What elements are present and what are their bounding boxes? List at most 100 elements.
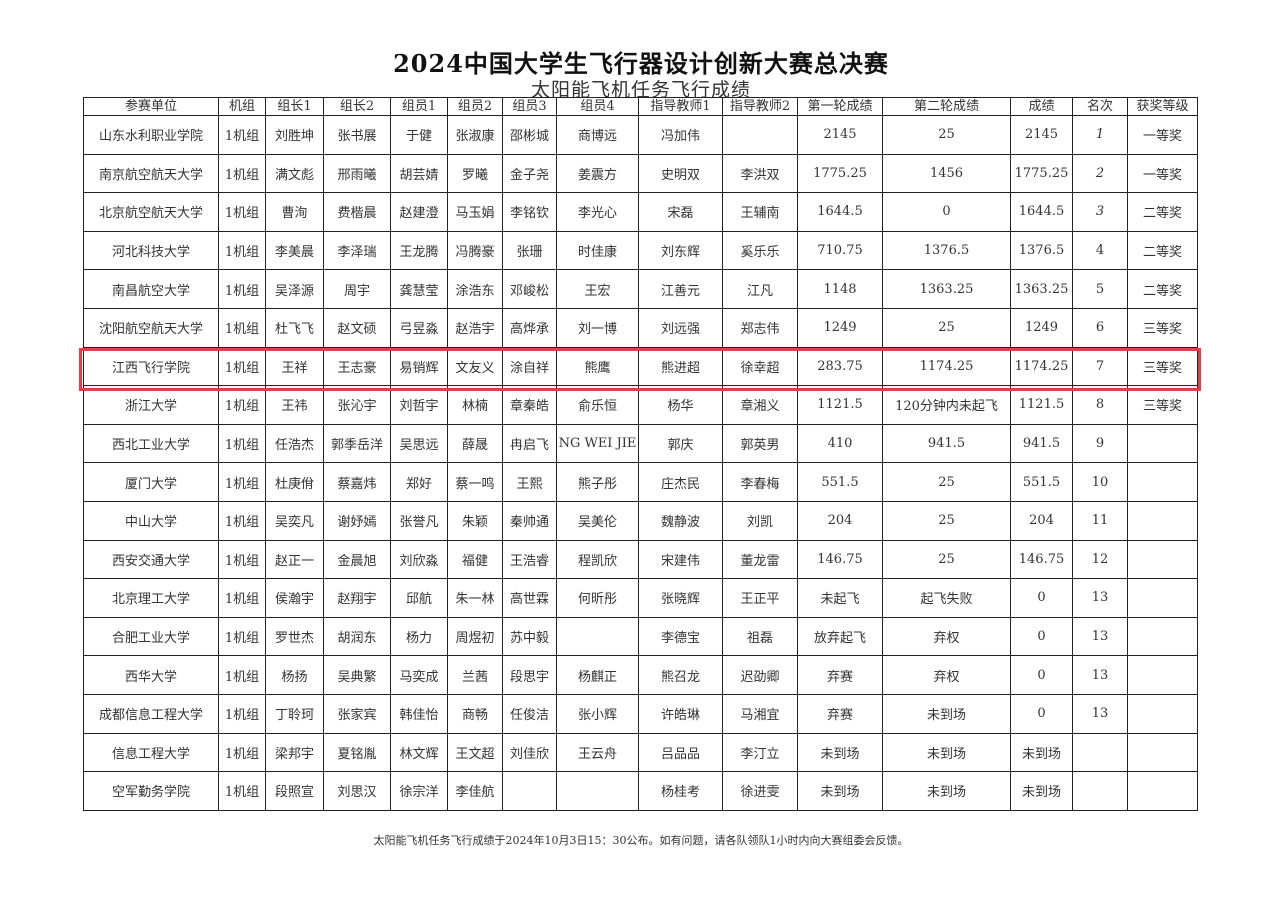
cell-advisor-1: 熊召龙 bbox=[638, 655, 723, 695]
cell-advisor-1: 刘东辉 bbox=[638, 230, 723, 271]
cell-member-3: 秦帅通 bbox=[502, 500, 557, 541]
cell-advisor-2: 刘凯 bbox=[722, 500, 798, 541]
cell-member-4: 俞乐恒 bbox=[556, 385, 639, 425]
cell-member-4: 姜震方 bbox=[556, 153, 639, 194]
cell-team: 沈阳航空航天大学 bbox=[83, 307, 219, 348]
cell-rank: 13 bbox=[1072, 578, 1128, 618]
cell-member-4: 熊鹰 bbox=[556, 346, 639, 387]
cell-rank: 6 bbox=[1072, 307, 1128, 348]
cell-leader-1: 杨扬 bbox=[265, 655, 324, 695]
cell-round-2-score: 25 bbox=[882, 462, 1011, 502]
cell-member-4: 程凯欣 bbox=[556, 539, 639, 580]
column-header-member-1: 组员1 bbox=[390, 97, 448, 116]
cell-award bbox=[1127, 462, 1198, 502]
cell-leader-2: 夏铭胤 bbox=[323, 732, 391, 773]
cell-member-1: 韩佳怡 bbox=[390, 693, 448, 734]
cell-member-4: 王云舟 bbox=[556, 732, 639, 773]
cell-advisor-1: 庄杰民 bbox=[638, 462, 723, 502]
cell-round-1-score: 710.75 bbox=[797, 230, 883, 271]
cell-rank: 9 bbox=[1072, 423, 1128, 464]
cell-round-1-score: 1775.25 bbox=[797, 153, 883, 194]
cell-crew: 1机组 bbox=[218, 346, 266, 387]
cell-crew: 1机组 bbox=[218, 732, 266, 773]
cell-team: 江西飞行学院 bbox=[83, 346, 219, 387]
cell-crew: 1机组 bbox=[218, 230, 266, 271]
column-header-leader-1: 组长1 bbox=[265, 97, 324, 116]
table-row: 山东水利职业学院 1机组 刘胜坤 张书展 于健 张淑康 邵彬城 商博远 冯加伟 2145 25 214… bbox=[83, 115, 1198, 155]
cell-team: 中山大学 bbox=[83, 500, 219, 541]
cell-member-1: 郑好 bbox=[390, 462, 448, 502]
cell-member-4: 吴美伦 bbox=[556, 500, 639, 541]
cell-crew: 1机组 bbox=[218, 115, 266, 155]
cell-crew: 1机组 bbox=[218, 192, 266, 232]
cell-member-4: 杨麒正 bbox=[556, 655, 639, 695]
cell-final-score: 146.75 bbox=[1010, 539, 1073, 580]
cell-member-2: 林楠 bbox=[447, 385, 503, 425]
cell-rank: 1 bbox=[1072, 115, 1128, 155]
cell-member-1: 杨力 bbox=[390, 616, 448, 657]
cell-round-2-score: 未到场 bbox=[882, 771, 1011, 811]
cell-advisor-1: 杨桂考 bbox=[638, 771, 723, 811]
cell-round-2-score: 1376.5 bbox=[882, 230, 1011, 271]
cell-final-score: 1376.5 bbox=[1010, 230, 1073, 271]
cell-final-score: 551.5 bbox=[1010, 462, 1073, 502]
cell-round-1-score: 1249 bbox=[797, 307, 883, 348]
cell-member-3: 王熙 bbox=[502, 462, 557, 502]
cell-leader-1: 王祎 bbox=[265, 385, 324, 425]
cell-leader-2: 邢雨曦 bbox=[323, 153, 391, 194]
cell-team: 山东水利职业学院 bbox=[83, 115, 219, 155]
cell-award bbox=[1127, 655, 1198, 695]
cell-leader-1: 王祥 bbox=[265, 346, 324, 387]
table-row: 成都信息工程大学 1机组 丁聆珂 张家宾 韩佳怡 商畅 任俊洁 张小辉 许皓琳 马湘宜 弃赛 未到场 0… bbox=[83, 693, 1198, 734]
column-header-team: 参赛单位 bbox=[83, 97, 219, 116]
cell-member-1: 王龙腾 bbox=[390, 230, 448, 271]
cell-member-1: 胡芸婧 bbox=[390, 153, 448, 194]
cell-leader-2: 张沁宇 bbox=[323, 385, 391, 425]
cell-leader-2: 赵翔宇 bbox=[323, 578, 391, 618]
cell-member-2: 兰茜 bbox=[447, 655, 503, 695]
cell-member-4: 李光心 bbox=[556, 192, 639, 232]
column-header-final-score: 成绩 bbox=[1010, 97, 1073, 116]
cell-member-1: 刘哲宇 bbox=[390, 385, 448, 425]
cell-leader-1: 杜庚佾 bbox=[265, 462, 324, 502]
cell-rank: 7 bbox=[1072, 346, 1128, 387]
cell-member-1: 吴思远 bbox=[390, 423, 448, 464]
cell-team: 北京理工大学 bbox=[83, 578, 219, 618]
cell-round-2-score: 1363.25 bbox=[882, 269, 1011, 309]
cell-advisor-1: 郭庆 bbox=[638, 423, 723, 464]
cell-final-score: 0 bbox=[1010, 616, 1073, 657]
cell-rank: 13 bbox=[1072, 655, 1128, 695]
cell-rank: 8 bbox=[1072, 385, 1128, 425]
cell-member-1: 刘欣淼 bbox=[390, 539, 448, 580]
cell-round-1-score: 未起飞 bbox=[797, 578, 883, 618]
cell-advisor-1: 刘远强 bbox=[638, 307, 723, 348]
cell-member-4 bbox=[556, 771, 639, 811]
cell-leader-2: 谢妤嫣 bbox=[323, 500, 391, 541]
cell-rank: 2 bbox=[1072, 153, 1128, 194]
cell-leader-2: 蔡嘉炜 bbox=[323, 462, 391, 502]
table-row: 南京航空航天大学 1机组 满文彪 邢雨曦 胡芸婧 罗曦 金子尧 姜震方 史明双 李洪双 1775.2… bbox=[83, 153, 1198, 194]
cell-rank bbox=[1072, 732, 1128, 773]
table-row: 信息工程大学 1机组 梁邦宇 夏铭胤 林文辉 王文超 刘佳欣 王云舟 吕品品 李汀立 未到场 未到场未… bbox=[83, 732, 1198, 773]
cell-round-2-score: 25 bbox=[882, 115, 1011, 155]
cell-award: 一等奖 bbox=[1127, 153, 1198, 194]
cell-advisor-1: 吕品品 bbox=[638, 732, 723, 773]
cell-leader-2: 王志豪 bbox=[323, 346, 391, 387]
cell-crew: 1机组 bbox=[218, 153, 266, 194]
cell-member-3: 任俊洁 bbox=[502, 693, 557, 734]
cell-advisor-2: 王辅南 bbox=[722, 192, 798, 232]
column-header-leader-2: 组长2 bbox=[323, 97, 391, 116]
page-title: 2024中国大学生飞行器设计创新大赛总决赛 bbox=[393, 49, 889, 78]
cell-member-2: 朱颖 bbox=[447, 500, 503, 541]
page-subtitle: 太阳能飞机任务飞行成绩 bbox=[530, 79, 751, 101]
cell-advisor-2: 王正平 bbox=[722, 578, 798, 618]
cell-rank: 11 bbox=[1072, 500, 1128, 541]
column-header-crew: 机组 bbox=[218, 97, 266, 116]
cell-award: 二等奖 bbox=[1127, 269, 1198, 309]
cell-member-1: 赵建澄 bbox=[390, 192, 448, 232]
cell-round-1-score: 放弃起飞 bbox=[797, 616, 883, 657]
cell-final-score: 未到场 bbox=[1010, 771, 1073, 811]
cell-round-1-score: 146.75 bbox=[797, 539, 883, 580]
cell-leader-2: 费楷晨 bbox=[323, 192, 391, 232]
cell-team: 南京航空航天大学 bbox=[83, 153, 219, 194]
